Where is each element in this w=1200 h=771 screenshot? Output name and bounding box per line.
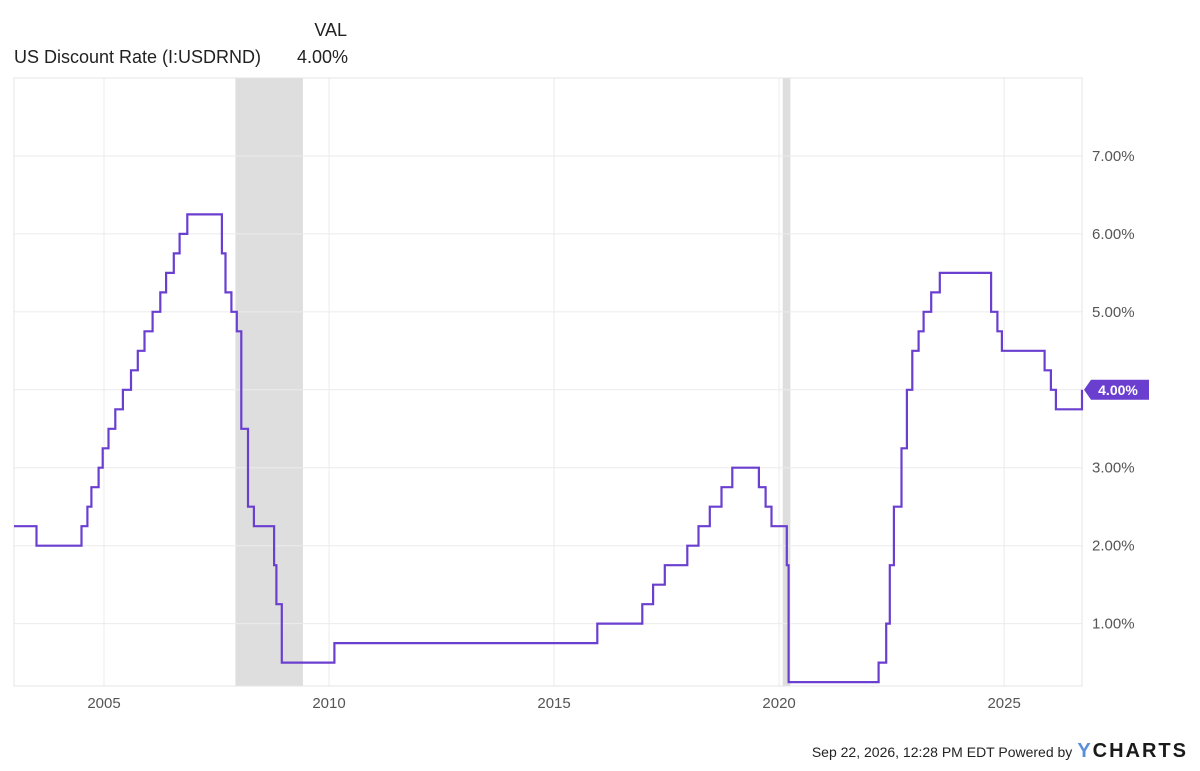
y-tick-label: 7.00% xyxy=(1092,148,1135,165)
legend-series-value: 4.00% xyxy=(296,47,348,67)
grid-lines xyxy=(14,78,1082,686)
y-tick-label: 6.00% xyxy=(1092,226,1135,243)
x-tick-label: 2025 xyxy=(987,695,1020,712)
footer: Sep 22, 2026, 12:28 PM EDT Powered by YC… xyxy=(812,740,1188,763)
x-tick-label: 2010 xyxy=(312,695,345,712)
y-tick-label: 2.00% xyxy=(1092,538,1135,555)
x-tick-label: 2020 xyxy=(762,695,795,712)
footer-timestamp: Sep 22, 2026, 12:28 PM EDT Powered by xyxy=(811,743,1073,760)
y-tick-label: 3.00% xyxy=(1092,460,1135,477)
series-line-1[interactable] xyxy=(14,213,1084,684)
ycharts-logo-y: Y xyxy=(1077,740,1093,762)
x-axis: 2005 2010 2015 2020 2025 xyxy=(87,695,1021,712)
legend-series-name[interactable]: US Discount Rate (I:USDRND) xyxy=(14,47,262,67)
recession-band-1 xyxy=(235,78,303,686)
legend-value-header: VAL xyxy=(314,20,347,40)
x-tick-label: 2005 xyxy=(87,695,120,712)
ycharts-logo-text: CHARTS xyxy=(1092,740,1188,762)
series-lines[interactable] xyxy=(14,213,1084,684)
last-value-badge: 4.00% xyxy=(1084,379,1149,400)
y-tick-label: 1.00% xyxy=(1092,616,1135,633)
last-value-badge-label: 4.00% xyxy=(1098,382,1138,398)
x-tick-label: 2015 xyxy=(537,695,570,712)
last-value-badge-shape xyxy=(1084,379,1149,400)
recession-bands xyxy=(235,78,791,686)
plot-area-frame xyxy=(13,77,1083,687)
y-tick-label: 5.00% xyxy=(1092,304,1135,321)
ycharts-logo[interactable]: YCHARTS xyxy=(1077,740,1188,763)
recession-band-2 xyxy=(782,78,791,686)
